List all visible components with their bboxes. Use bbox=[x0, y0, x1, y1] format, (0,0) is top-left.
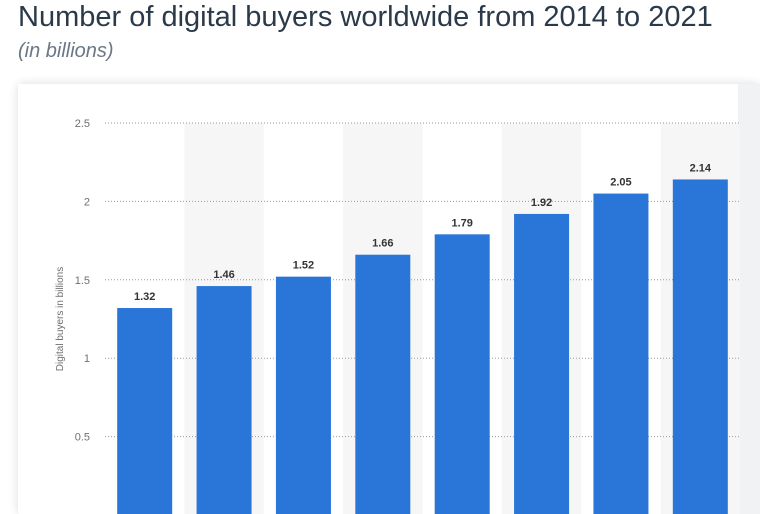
bar-2019 bbox=[514, 213, 570, 514]
value-labels: 1.32 1.46 1.52 1.66 1.79 1.92 2.05 2.14 bbox=[134, 162, 712, 303]
value-label-2020: 2.05 bbox=[610, 177, 631, 189]
y-axis-ticks: 0.5 1 1.5 2 2.5 bbox=[75, 118, 90, 444]
bar-2016 bbox=[275, 276, 331, 514]
bar-2014 bbox=[117, 308, 173, 514]
chart-title: Number of digital buyers worldwide from … bbox=[18, 1, 713, 33]
y-axis-label: Digital buyers in billions bbox=[55, 267, 66, 372]
bar-2018 bbox=[434, 234, 490, 514]
value-label-2021: 2.14 bbox=[690, 162, 712, 174]
value-label-2017: 1.66 bbox=[372, 238, 393, 250]
value-label-2019: 1.92 bbox=[531, 197, 552, 209]
value-label-2016: 1.52 bbox=[293, 260, 314, 272]
bar-2017 bbox=[355, 254, 411, 514]
y-tick-1: 1 bbox=[84, 353, 90, 365]
value-label-2018: 1.79 bbox=[451, 217, 472, 229]
y-tick-0.5: 0.5 bbox=[75, 432, 90, 444]
y-tick-2: 2 bbox=[84, 196, 90, 208]
y-tick-1.5: 1.5 bbox=[75, 275, 90, 287]
bar-2015 bbox=[196, 286, 252, 514]
y-tick-2.5: 2.5 bbox=[75, 118, 90, 130]
bars bbox=[117, 179, 728, 514]
card-right-edge bbox=[738, 84, 760, 514]
bar-2020 bbox=[593, 193, 649, 514]
value-label-2014: 1.32 bbox=[134, 291, 155, 303]
chart-subtitle: (in billions) bbox=[18, 40, 114, 62]
value-label-2015: 1.46 bbox=[213, 269, 234, 281]
bar-2021 bbox=[672, 179, 728, 514]
